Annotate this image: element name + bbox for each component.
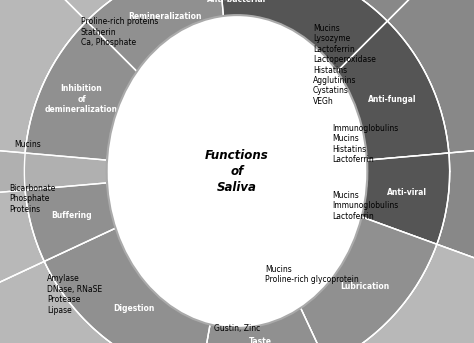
Text: Taste: Taste [249, 337, 273, 343]
Text: Functions
of
Saliva: Functions of Saliva [205, 149, 269, 194]
Text: Digestion: Digestion [113, 304, 155, 313]
Wedge shape [437, 143, 474, 283]
Text: Anti-bacterial: Anti-bacterial [207, 0, 266, 4]
Text: Buffering: Buffering [51, 211, 91, 221]
Wedge shape [87, 0, 387, 79]
Wedge shape [359, 153, 450, 244]
Text: Proline-rich proteins
Statherin
Ca, Phosphate: Proline-rich proteins Statherin Ca, Phos… [81, 17, 158, 47]
Text: Inhibition
of
demineralization: Inhibition of demineralization [45, 84, 118, 114]
Wedge shape [387, 0, 474, 153]
Wedge shape [329, 21, 449, 160]
Text: Bicarbonate
Phosphate
Proteins: Bicarbonate Phosphate Proteins [9, 184, 56, 214]
Wedge shape [7, 0, 467, 21]
Text: Mucins: Mucins [14, 140, 41, 149]
Text: Gustin, Zinc: Gustin, Zinc [214, 324, 260, 333]
Ellipse shape [107, 15, 367, 328]
Wedge shape [200, 289, 327, 343]
Text: Amylase
DNase, RNaSE
Protease
Lipase: Amylase DNase, RNaSE Protease Lipase [47, 274, 102, 315]
Wedge shape [87, 0, 226, 79]
Wedge shape [25, 21, 145, 160]
Text: Mucins
Lysozyme
Lactoferrin
Lactoperoxidase
Histatins
Agglutinins
Cystatins
VEGh: Mucins Lysozyme Lactoferrin Lactoperoxid… [313, 24, 376, 106]
Text: Anti-viral: Anti-viral [387, 188, 427, 197]
Wedge shape [0, 0, 87, 153]
Text: Anti-fungal: Anti-fungal [368, 95, 417, 104]
Text: Immunoglobulins
Mucins
Histatins
Lactoferrin: Immunoglobulins Mucins Histatins Lactofe… [332, 124, 398, 164]
Text: Remineralization: Remineralization [128, 12, 201, 21]
Text: Mucins
Proline-rich glycoprotein: Mucins Proline-rich glycoprotein [265, 265, 359, 284]
Wedge shape [44, 227, 214, 343]
Text: Mucins
Immunoglobulins
Lactoferrin: Mucins Immunoglobulins Lactoferrin [332, 191, 398, 221]
Wedge shape [327, 244, 474, 343]
Wedge shape [25, 183, 119, 261]
Wedge shape [7, 0, 219, 21]
Text: Lubrication: Lubrication [340, 282, 389, 291]
Wedge shape [0, 190, 44, 309]
Wedge shape [0, 261, 200, 343]
Wedge shape [292, 216, 437, 343]
